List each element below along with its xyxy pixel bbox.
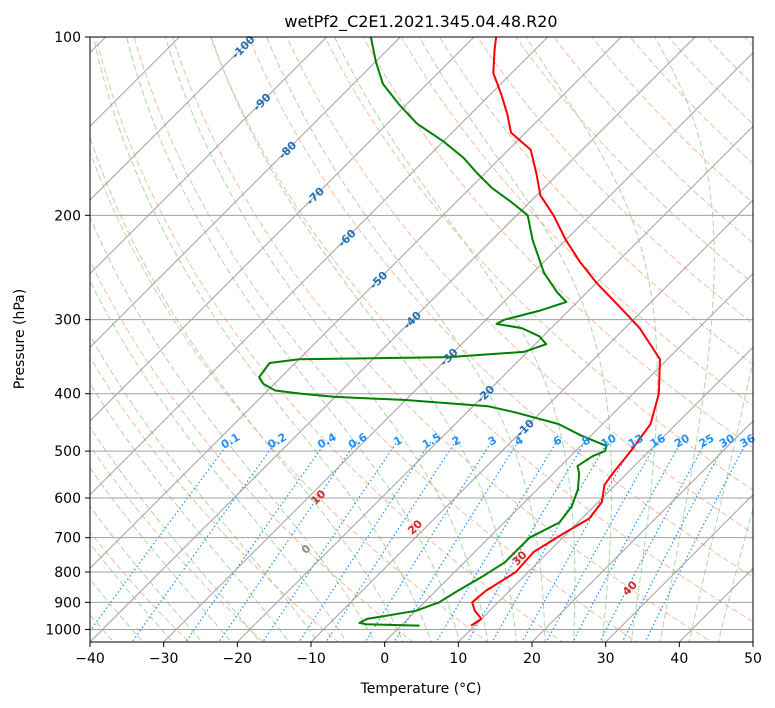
y-tick-label: 800 [54, 565, 81, 581]
isotherm-line [531, 420, 753, 642]
isotherm-line [90, 37, 181, 128]
mixing-ratio-line [325, 440, 457, 642]
x-tick-label: 0 [380, 651, 389, 667]
mixing-ratio-line [621, 440, 728, 642]
y-tick-label: 500 [54, 444, 81, 460]
dry-adiabat [553, 37, 753, 244]
dry-adiabat [95, 37, 564, 642]
x-tick-label: 20 [523, 651, 541, 667]
moist-adiabat [654, 37, 715, 642]
isotherm-line [90, 37, 549, 496]
y-tick-label: 900 [54, 595, 81, 611]
moist-adiabat [90, 382, 290, 642]
moist-adiabat [210, 37, 518, 642]
isotherm-line [604, 493, 753, 642]
mixing-ratio-line [298, 440, 432, 642]
dry-adiabat [171, 37, 713, 642]
dry-adiabat [324, 37, 753, 491]
y-tick-label: 300 [54, 313, 81, 329]
x-tick-label: −10 [296, 651, 326, 667]
dry-adiabat [629, 37, 753, 165]
isotherm-line [310, 199, 753, 642]
x-axis-title: Temperature (°C) [360, 681, 482, 697]
y-tick-label: 600 [54, 491, 81, 507]
dry-adiabat [90, 259, 414, 642]
moist-adiabat [266, 37, 546, 642]
y-tick-label: 400 [54, 387, 81, 403]
background-lines [90, 37, 753, 642]
mixing-ratio-line [644, 440, 748, 642]
moist-adiabat [164, 37, 489, 642]
chart-title: wetPf2_C2E1.2021.345.04.48.R20 [284, 12, 557, 32]
dry-adiabat [591, 37, 753, 204]
x-tick-label: 10 [449, 651, 467, 667]
moist-adiabat [92, 37, 432, 642]
moist-adiabat [90, 505, 203, 642]
dry-adiabat [90, 445, 265, 642]
mixing-ratio-line [572, 440, 683, 642]
isotherm-line [457, 346, 753, 642]
isotherm-line [90, 37, 328, 275]
x-tick-label: 50 [744, 651, 762, 667]
series-layer [258, 37, 661, 627]
moist-adiabat [90, 334, 319, 642]
moist-adiabat [90, 578, 144, 642]
x-tick-label: −20 [223, 651, 253, 667]
y-tick-label: 1000 [45, 622, 81, 638]
isotherm-line [162, 51, 753, 642]
isotherm-line [383, 272, 753, 642]
moist-adiabat [525, 37, 658, 642]
mixing-ratio-line [262, 440, 399, 642]
mixing-ratio-line [521, 440, 637, 642]
mixing-ratio-line [435, 440, 558, 642]
dry-adiabat [362, 37, 753, 449]
moist-adiabat [334, 37, 576, 642]
mixing-ratio-line [364, 440, 493, 642]
moist-adiabat [90, 467, 232, 642]
y-tick-label: 700 [54, 531, 81, 547]
mixing-ratio-line [545, 440, 659, 642]
dry-adiabat [90, 531, 190, 642]
mixing-ratio-line [131, 440, 278, 642]
mixing-ratio-line [466, 440, 587, 642]
isotherm-line [90, 37, 696, 642]
x-tick-label: −40 [75, 651, 105, 667]
y-tick-label: 100 [54, 30, 81, 46]
dry-adiabat [400, 37, 753, 407]
dry-adiabat [90, 150, 489, 642]
moist-adiabat [418, 37, 613, 642]
isotherm-line [236, 125, 753, 642]
isotherm-line [90, 37, 475, 422]
moist-adiabat [126, 37, 461, 642]
dry-adiabat [438, 37, 753, 365]
moist-adiabat [90, 542, 174, 642]
isotherm-line [90, 37, 254, 201]
dry-adiabat [286, 37, 753, 534]
moist-adiabat [90, 426, 261, 642]
dry-adiabat [133, 37, 638, 642]
mixing-ratio-line [491, 440, 609, 642]
dry-adiabat [209, 37, 753, 623]
mixing-ratio-line [599, 440, 707, 642]
moist-adiabat [90, 215, 376, 642]
plot-frame [89, 36, 754, 643]
isotherm-line [90, 37, 402, 349]
y-axis-title: Pressure (hPa) [12, 289, 28, 389]
x-tick-label: 40 [670, 651, 688, 667]
moist-adiabat [90, 135, 404, 642]
x-tick-label: 30 [597, 651, 615, 667]
temperature-line [470, 37, 661, 627]
dry-adiabat [248, 37, 753, 578]
moist-adiabat [90, 279, 347, 642]
dewpoint-line [258, 37, 608, 627]
axes: −40 −30 −20 −10 0 10 20 30 40 50 100 200 300 400 500 60… [45, 30, 762, 667]
isotherm-line [90, 37, 623, 570]
y-tick-label: 200 [54, 208, 81, 224]
x-tick-label: −30 [149, 651, 179, 667]
